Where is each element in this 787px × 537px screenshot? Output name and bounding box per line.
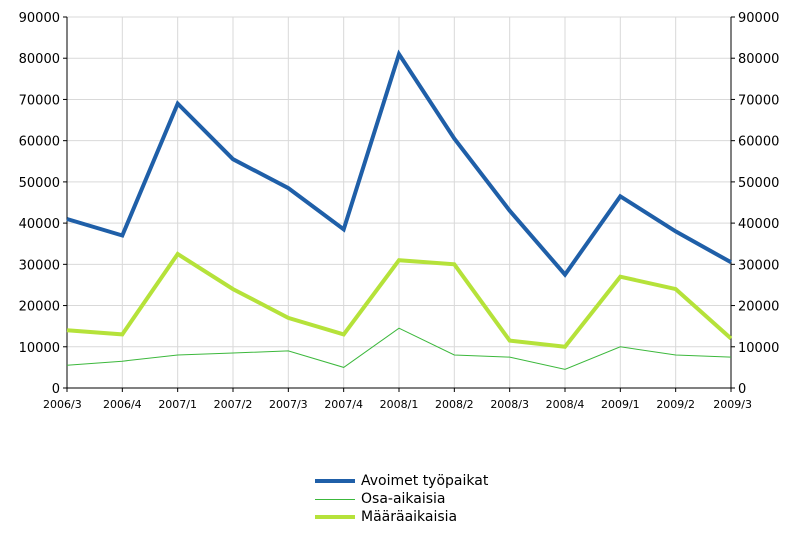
- x-tick-label: 2008/1: [380, 398, 419, 411]
- x-tick-label: 2007/1: [158, 398, 197, 411]
- series-line-1: [66, 327, 732, 370]
- legend-swatch: [315, 498, 355, 500]
- y-tick-label-right: 0: [738, 382, 746, 397]
- y-tick-label-left: 60000: [19, 135, 60, 150]
- legend-item: Avoimet työpaikat: [315, 472, 488, 490]
- y-tick-label-right: 60000: [738, 135, 779, 150]
- x-tick-label: 2009/3: [713, 398, 752, 411]
- y-tick-label-left: 50000: [19, 176, 60, 191]
- y-tick-label-left: 80000: [19, 52, 60, 67]
- x-tick-label: 2009/2: [656, 398, 695, 411]
- y-tick-label-right: 30000: [738, 258, 779, 273]
- series-lines: [66, 49, 733, 370]
- x-tick-label: 2007/2: [214, 398, 253, 411]
- legend-item: Osa-aikaisia: [315, 490, 488, 508]
- y-tick-label-left: 30000: [19, 258, 60, 273]
- x-axis: 2006/3 2006/4 2007/1 2007/2 2007/3 2007/4 2008…: [43, 388, 752, 411]
- x-tick-label: 2008/4: [546, 398, 585, 411]
- y-tick-label-right: 40000: [738, 217, 779, 232]
- grid-lines: [67, 16, 731, 388]
- legend-swatch: [315, 479, 355, 483]
- series-line-2: [66, 251, 733, 349]
- x-tick-label: 2007/4: [324, 398, 363, 411]
- y-tick-label-right: 10000: [738, 341, 779, 356]
- x-tick-label: 2006/3: [43, 398, 82, 411]
- legend-label: Osa-aikaisia: [361, 491, 446, 507]
- legend-label: Avoimet työpaikat: [361, 473, 489, 489]
- x-tick-label: 2008/2: [435, 398, 474, 411]
- y-tick-label-left: 40000: [19, 217, 60, 232]
- series-line-0: [66, 49, 732, 278]
- y-tick-label-left: 0: [52, 382, 60, 397]
- y-axis-right: 0 10000 20000 30000 40000 50000 60000 70000 8000…: [731, 11, 779, 397]
- y-tick-label-right: 20000: [738, 300, 779, 315]
- x-tick-label: 2007/3: [269, 398, 308, 411]
- legend-swatch: [315, 515, 355, 519]
- line-chart: 0 10000 20000 30000 40000 50000 60000 70000 8000…: [19, 11, 780, 411]
- y-tick-label-right: 80000: [738, 52, 779, 67]
- x-tick-label: 2009/1: [601, 398, 640, 411]
- y-tick-label-left: 90000: [19, 11, 60, 26]
- legend-item: Määräaikaisia: [315, 508, 488, 526]
- y-tick-label-right: 70000: [738, 93, 779, 108]
- y-tick-label-left: 10000: [19, 341, 60, 356]
- legend: Avoimet työpaikat Osa-aikaisia Määräaikais…: [315, 472, 488, 526]
- y-tick-label-right: 90000: [738, 11, 779, 26]
- y-tick-label-right: 50000: [738, 176, 779, 191]
- x-tick-label: 2006/4: [103, 398, 142, 411]
- legend-label: Määräaikaisia: [361, 509, 458, 525]
- y-tick-label-left: 70000: [19, 93, 60, 108]
- y-tick-label-left: 20000: [19, 300, 60, 315]
- x-tick-label: 2008/3: [490, 398, 529, 411]
- y-axis-left: 0 10000 20000 30000 40000 50000 60000 70000 8000…: [19, 11, 67, 397]
